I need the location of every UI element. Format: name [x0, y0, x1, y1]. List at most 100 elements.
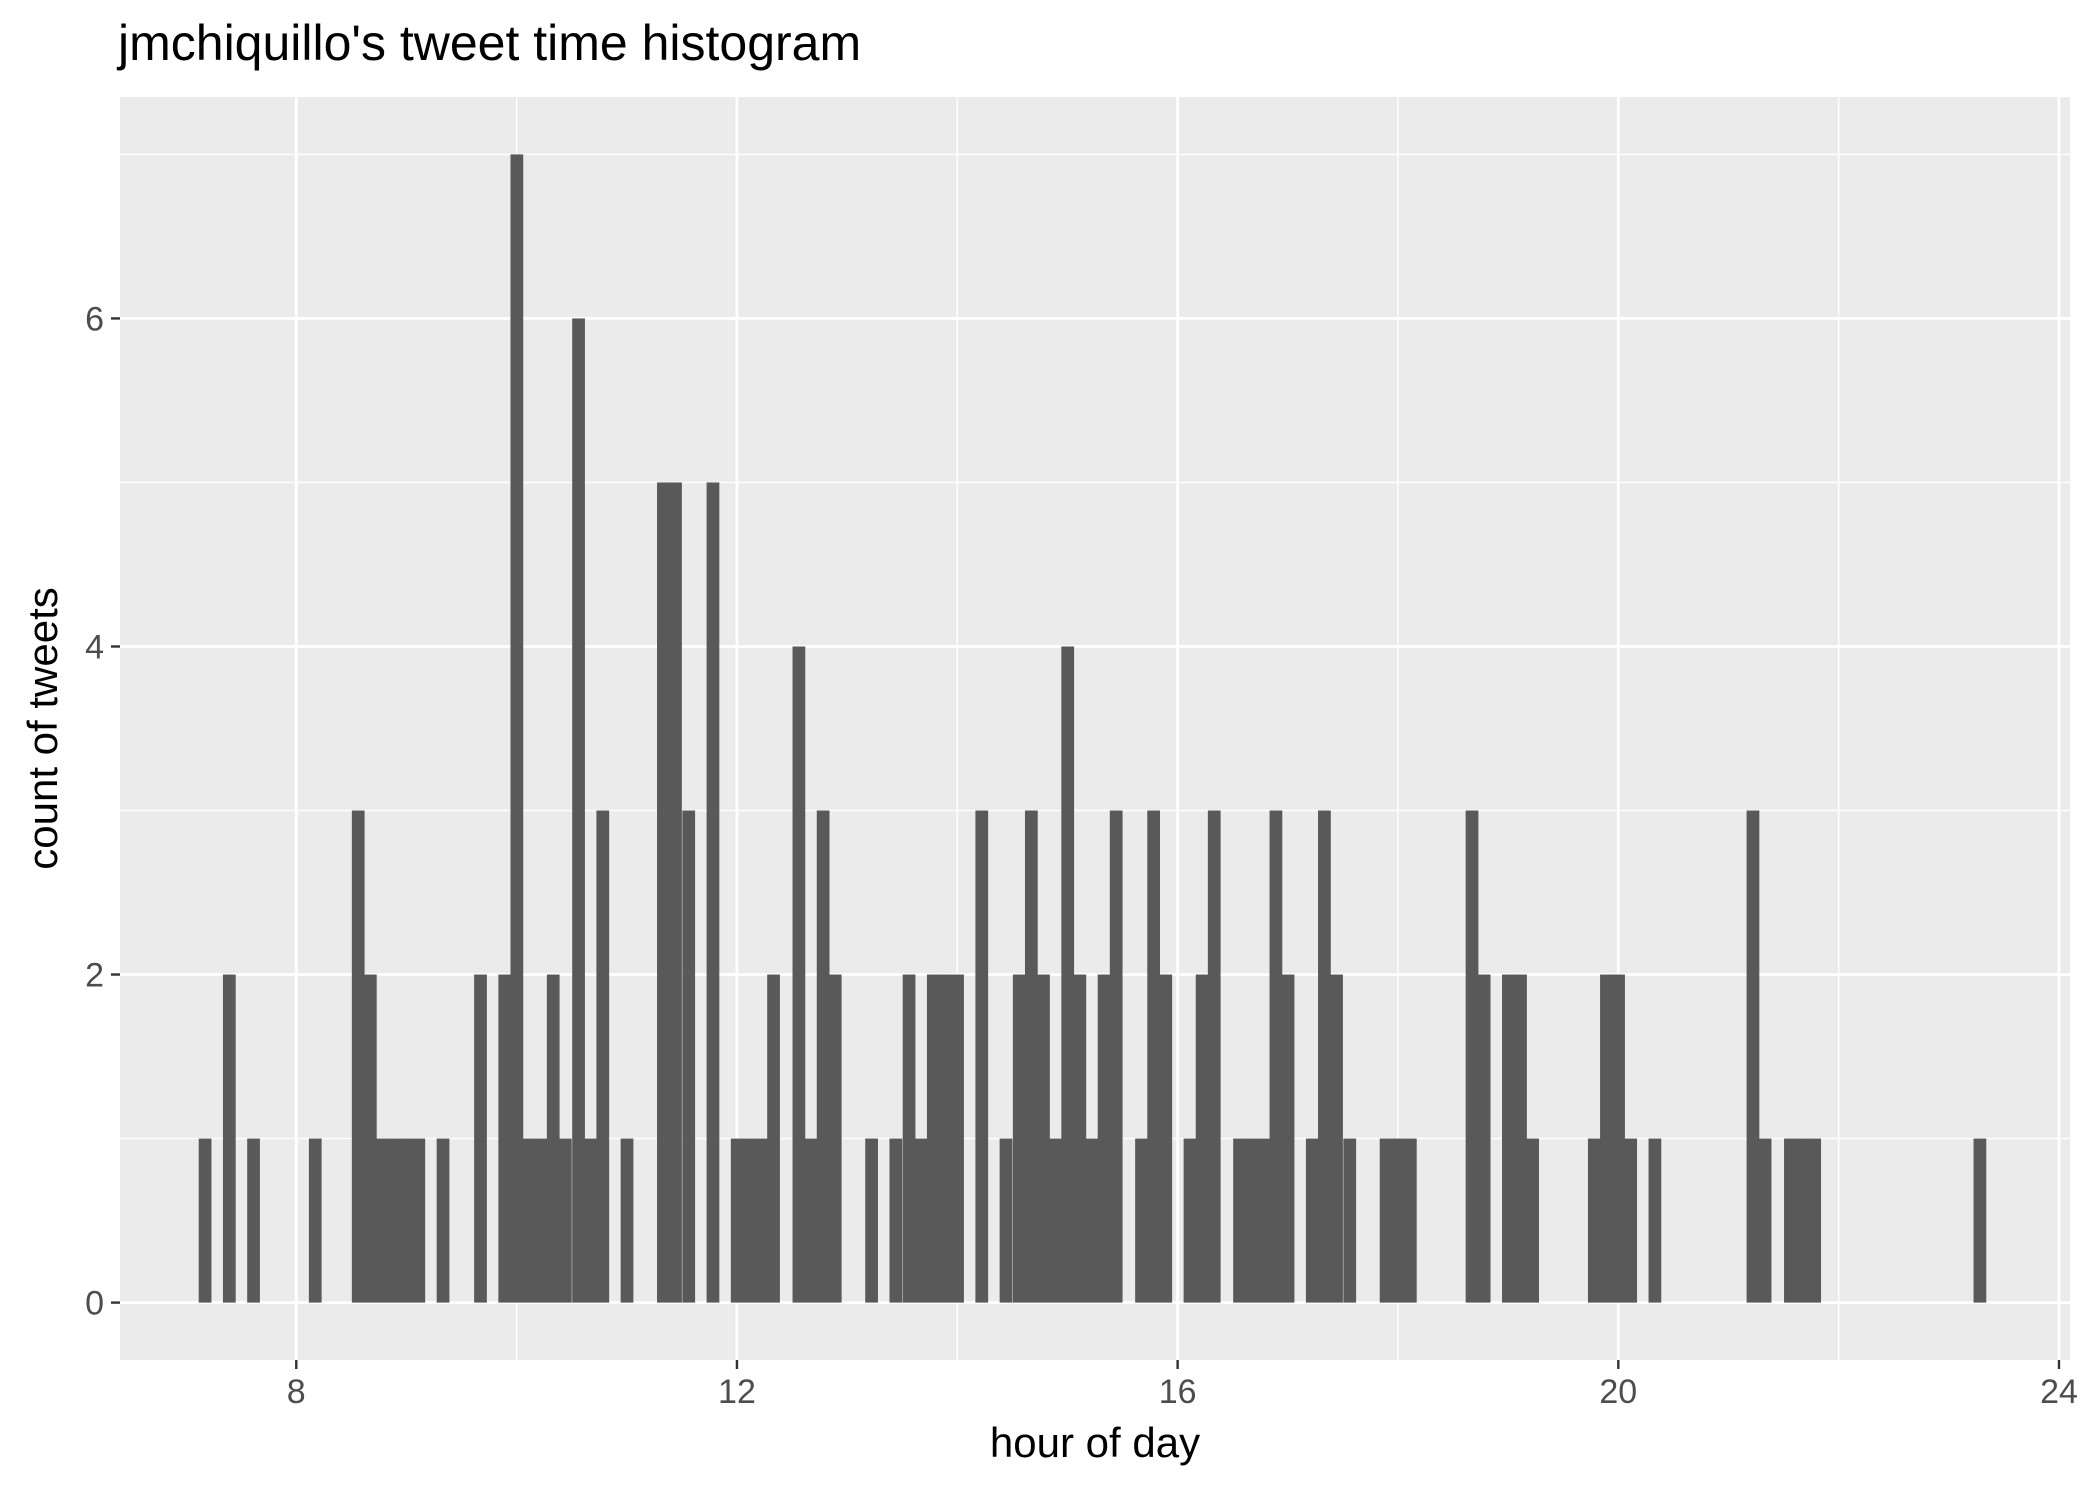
- histogram-bar: [657, 482, 670, 1303]
- histogram-bar: [1514, 974, 1527, 1303]
- histogram-bar: [510, 154, 524, 1303]
- histogram-bar: [1612, 974, 1625, 1303]
- histogram-bar: [706, 482, 720, 1303]
- histogram-bar: [865, 1138, 878, 1303]
- histogram-bar: [1135, 1138, 1148, 1303]
- histogram-bar: [1796, 1138, 1809, 1303]
- y-tick-label: 6: [85, 300, 104, 338]
- histogram-bar: [572, 318, 585, 1303]
- histogram-bar: [999, 1138, 1013, 1303]
- histogram-bar: [596, 810, 610, 1303]
- histogram-bar: [351, 810, 365, 1303]
- histogram-bar: [1233, 1138, 1246, 1303]
- histogram-bar: [804, 1138, 818, 1303]
- histogram-bar: [498, 974, 512, 1303]
- histogram-bar: [1073, 974, 1087, 1303]
- x-tick-label: 12: [718, 1373, 756, 1411]
- histogram-bar: [1648, 1138, 1662, 1303]
- histogram-bar: [1758, 1138, 1772, 1303]
- histogram-bar: [1195, 974, 1209, 1303]
- x-tick-label: 20: [1599, 1373, 1637, 1411]
- histogram-bar: [669, 482, 682, 1303]
- histogram-bar: [1502, 974, 1515, 1303]
- histogram-bar: [1024, 810, 1038, 1303]
- histogram-bar: [1343, 1138, 1357, 1303]
- histogram-bar: [388, 1138, 401, 1303]
- histogram-bar: [247, 1138, 260, 1303]
- x-tick-label: 16: [1159, 1373, 1197, 1411]
- x-tick-label: 8: [287, 1373, 306, 1411]
- histogram-bar: [412, 1138, 426, 1303]
- x-axis-title: hour of day: [990, 1419, 1200, 1466]
- histogram-bar: [1808, 1138, 1822, 1303]
- histogram-bar: [1330, 974, 1343, 1303]
- histogram-bar: [1183, 1138, 1197, 1303]
- histogram-bar: [767, 974, 780, 1303]
- histogram-bar: [522, 1138, 536, 1303]
- histogram-bar: [889, 1138, 903, 1303]
- histogram-bar: [1746, 810, 1760, 1303]
- histogram-bar: [1109, 810, 1123, 1303]
- histogram-bar: [474, 974, 487, 1303]
- histogram-bar: [308, 1138, 322, 1303]
- histogram-bar: [620, 1138, 634, 1303]
- histogram-bar: [1403, 1138, 1417, 1303]
- histogram-bar: [939, 974, 952, 1303]
- histogram-bar: [730, 1138, 744, 1303]
- histogram-bar: [682, 810, 696, 1303]
- y-axis-title: count of tweets: [19, 587, 66, 870]
- histogram-bar: [816, 810, 830, 1303]
- histogram-bar: [558, 1138, 572, 1303]
- histogram-bar: [1600, 974, 1613, 1303]
- histogram-bar: [1465, 810, 1479, 1303]
- histogram-bar: [1049, 1138, 1062, 1303]
- histogram-bar: [546, 974, 560, 1303]
- histogram-bar: [1207, 810, 1221, 1303]
- histogram-bar: [376, 1138, 389, 1303]
- histogram-bar: [1784, 1138, 1797, 1303]
- histogram-bar: [1526, 1138, 1539, 1303]
- histogram-bar: [1159, 974, 1173, 1303]
- histogram-bar: [1147, 810, 1161, 1303]
- histogram-bar: [1305, 1138, 1319, 1303]
- chart-title: jmchiquillo's tweet time histogram: [118, 15, 862, 71]
- histogram-bar: [584, 1138, 598, 1303]
- histogram-bar: [1097, 974, 1111, 1303]
- histogram-bar: [792, 646, 806, 1303]
- histogram-bar: [742, 1138, 756, 1303]
- histogram-bar: [975, 810, 989, 1303]
- histogram-bar: [1012, 974, 1026, 1303]
- histogram-bar: [1624, 1138, 1638, 1303]
- histogram-bar: [1281, 974, 1295, 1303]
- histogram-bar: [1037, 974, 1050, 1303]
- y-tick-label: 2: [85, 957, 104, 995]
- histogram-bar: [534, 1138, 548, 1303]
- histogram-bar: [400, 1138, 414, 1303]
- histogram-bar: [1245, 1138, 1259, 1303]
- histogram-bar: [198, 1138, 212, 1303]
- histogram-bar: [1061, 646, 1075, 1303]
- histogram-bar: [914, 1138, 928, 1303]
- histogram-bar: [755, 1138, 768, 1303]
- y-tick-label: 4: [85, 628, 104, 666]
- histogram-bars: [198, 154, 1987, 1303]
- histogram-bar: [1379, 1138, 1393, 1303]
- x-tick-label: 24: [2040, 1373, 2078, 1411]
- histogram-bar: [1587, 1138, 1601, 1303]
- y-tick-label: 0: [85, 1285, 104, 1323]
- histogram-bar: [436, 1138, 450, 1303]
- histogram-bar: [1973, 1138, 1987, 1303]
- histogram-bar: [1318, 810, 1331, 1303]
- histogram-bar: [951, 974, 964, 1303]
- histogram-bar: [222, 974, 236, 1303]
- histogram-bar: [1391, 1138, 1405, 1303]
- histogram-bar: [828, 974, 842, 1303]
- histogram-bar: [1477, 974, 1491, 1303]
- histogram-bar: [926, 974, 940, 1303]
- histogram-bar: [902, 974, 916, 1303]
- histogram-bar: [1085, 1138, 1099, 1303]
- histogram-bar: [1257, 1138, 1271, 1303]
- histogram-bar: [1269, 810, 1283, 1303]
